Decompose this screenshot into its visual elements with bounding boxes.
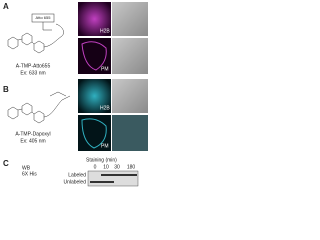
fluorophore-label: Atto 655 (36, 15, 52, 20)
micrograph (112, 79, 148, 113)
band-label: Unlabeled (63, 179, 86, 185)
micrograph (112, 115, 148, 151)
blot (87, 170, 139, 187)
band (101, 174, 137, 176)
micrograph (78, 2, 111, 36)
antibody: 6X His (22, 171, 37, 177)
band-label: Labeled (68, 172, 86, 178)
timepoint: 10 (103, 164, 109, 170)
panel-label: B (3, 85, 9, 94)
micrograph (78, 79, 111, 113)
micrograph (112, 2, 148, 36)
band (90, 181, 114, 183)
chemical-structure (7, 91, 71, 124)
row-label: H2B (100, 105, 110, 111)
timepoint: 30 (114, 164, 120, 170)
row-label: H2B (100, 28, 110, 34)
timepoint: 0 (94, 164, 97, 170)
compound-name: A-TMP-Atto655 (16, 63, 51, 69)
panel-label: C (3, 159, 9, 168)
row-label: PM (101, 66, 109, 72)
chemical-structure (7, 22, 64, 54)
excitation: Ex: 633 nm (20, 70, 45, 76)
axis-title: Staining (min) (86, 157, 117, 163)
panel-label: A (3, 2, 9, 11)
excitation: Ex: 405 nm (20, 138, 45, 144)
cell-outline (81, 41, 107, 71)
figure: A Atto 655 A-TMP-Atto655 Ex: 633 nm H2B … (3, 2, 148, 187)
row-label: PM (101, 143, 109, 149)
cell-outline (81, 118, 107, 149)
method: WB (22, 165, 31, 171)
micrograph (112, 38, 148, 74)
compound-name: A-TMP-Dapoxyl (15, 131, 50, 137)
timepoint: 180 (127, 164, 136, 170)
